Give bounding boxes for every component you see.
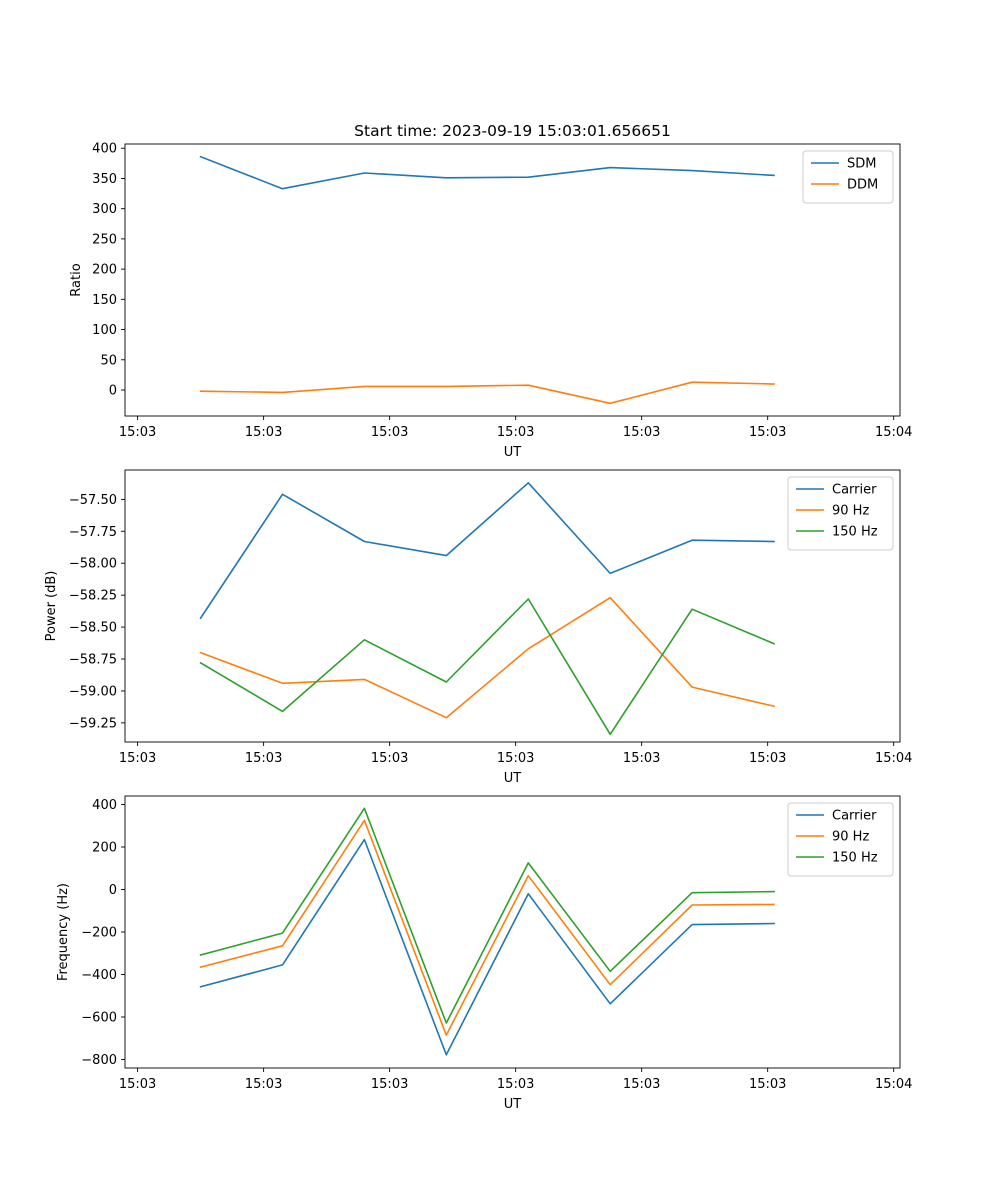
- series-line-90-hz: [199, 596, 775, 719]
- legend-label: 90 Hz: [832, 504, 869, 519]
- y-tick-label: −58.50: [69, 621, 117, 636]
- y-tick-label: 250: [92, 232, 117, 247]
- y-tick-label: 300: [92, 202, 117, 217]
- x-tick-label: 15:03: [371, 1077, 408, 1092]
- y-tick-label: −200: [81, 926, 117, 941]
- series-line-sdm: [199, 155, 775, 190]
- y-axis-label: Frequency (Hz): [56, 883, 71, 981]
- x-tick-label: 15:03: [749, 1077, 786, 1092]
- x-tick-label: 15:04: [875, 751, 912, 766]
- y-tick-label: 200: [92, 841, 117, 856]
- x-tick-label: 15:03: [119, 1077, 156, 1092]
- ratio-panel: 15:03 15:03 15:03 15:03 15:03 15:03 15:04 0 50 10…: [69, 122, 912, 460]
- x-tick-label: 15:03: [497, 751, 534, 766]
- y-tick-label: −57.50: [69, 493, 117, 508]
- x-axis-label: UT: [504, 771, 522, 786]
- y-tick-label: −800: [81, 1053, 117, 1068]
- x-tick-label: 15:04: [875, 425, 912, 440]
- series-line-90-hz: [199, 819, 775, 1036]
- x-tick-label: 15:03: [371, 751, 408, 766]
- x-tick-label: 15:03: [245, 425, 282, 440]
- y-tick-label: 350: [92, 172, 117, 187]
- y-tick-label: −400: [81, 968, 117, 983]
- y-tick-label: 0: [109, 883, 117, 898]
- series-line-carrier: [199, 481, 775, 620]
- legend-label: 150 Hz: [832, 525, 878, 540]
- series-line-carrier: [199, 838, 775, 1056]
- legend-label: 90 Hz: [832, 830, 869, 845]
- series-line-150-hz: [199, 807, 775, 1024]
- y-tick-label: −58.00: [69, 557, 117, 572]
- x-tick-label: 15:03: [497, 425, 534, 440]
- legend-label: Carrier: [832, 809, 877, 824]
- series-line-150-hz: [199, 598, 776, 736]
- y-tick-label: 400: [92, 798, 117, 813]
- x-tick-label: 15:03: [623, 751, 660, 766]
- y-tick-label: −57.75: [69, 525, 117, 540]
- x-axis-label: UT: [504, 1097, 522, 1112]
- legend-box: [802, 150, 894, 204]
- frequency-panel: 15:03 15:03 15:03 15:03 15:03 15:03 15:04 −800 −…: [56, 795, 912, 1112]
- x-tick-label: 15:03: [119, 425, 156, 440]
- chart-title: Start time: 2023-09-19 15:03:01.656651: [354, 122, 671, 140]
- y-tick-label: −58.75: [69, 652, 117, 667]
- legend-label: 150 Hz: [832, 851, 878, 866]
- x-tick-label: 15:04: [875, 1077, 912, 1092]
- legend-label: Carrier: [832, 483, 877, 498]
- y-tick-label: −58.25: [69, 589, 117, 604]
- x-tick-label: 15:03: [245, 751, 282, 766]
- y-axis-label: Power (dB): [44, 571, 59, 642]
- x-tick-label: 15:03: [119, 751, 156, 766]
- axes-frame: [124, 795, 901, 1069]
- series-line-ddm: [199, 381, 775, 405]
- y-tick-label: 150: [92, 293, 117, 308]
- x-tick-label: 15:03: [623, 1077, 660, 1092]
- x-axis-label: UT: [504, 445, 522, 460]
- x-tick-label: 15:03: [623, 425, 660, 440]
- y-tick-label: −59.00: [69, 684, 117, 699]
- axes-frame: [124, 469, 901, 743]
- x-tick-label: 15:03: [245, 1077, 282, 1092]
- x-tick-label: 15:03: [371, 425, 408, 440]
- power-panel: 15:03 15:03 15:03 15:03 15:03 15:03 15:04 −59.2…: [44, 469, 912, 786]
- x-tick-label: 15:03: [497, 1077, 534, 1092]
- y-tick-label: 400: [92, 142, 117, 157]
- y-axis-label: Ratio: [69, 263, 84, 296]
- x-tick-label: 15:03: [749, 425, 786, 440]
- y-tick-label: 200: [92, 263, 117, 278]
- axes-frame: [124, 143, 901, 417]
- legend-label: SDM: [847, 157, 876, 172]
- x-tick-label: 15:03: [749, 751, 786, 766]
- y-tick-label: −600: [81, 1011, 117, 1026]
- y-tick-label: 100: [92, 323, 117, 338]
- y-tick-label: 50: [100, 353, 117, 368]
- y-tick-label: 0: [109, 384, 117, 399]
- legend-label: DDM: [847, 178, 878, 193]
- y-tick-label: −59.25: [69, 716, 117, 731]
